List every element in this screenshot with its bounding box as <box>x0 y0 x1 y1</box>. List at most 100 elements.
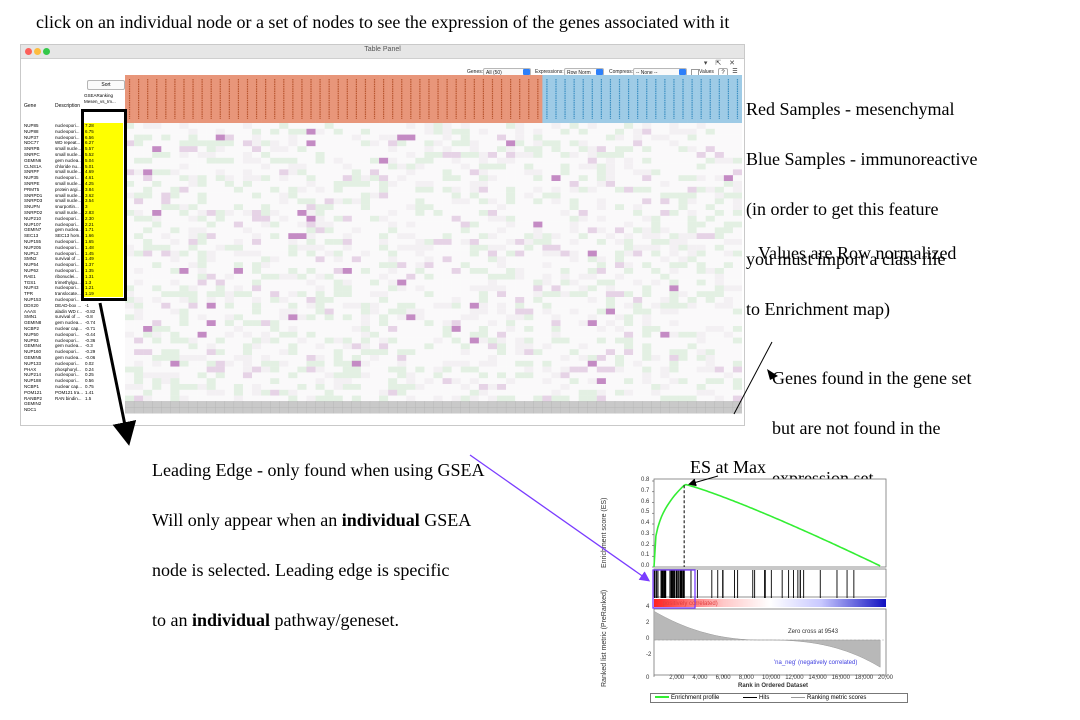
heatmap-cell[interactable] <box>170 349 180 356</box>
heatmap-cell[interactable] <box>261 215 271 222</box>
heatmap-cell[interactable] <box>533 244 543 251</box>
heatmap-cell[interactable] <box>696 239 706 245</box>
heatmap-cell[interactable] <box>587 157 598 164</box>
heatmap-cell[interactable] <box>687 204 697 211</box>
heatmap-cell[interactable] <box>161 349 171 356</box>
heatmap-cell[interactable] <box>369 291 380 298</box>
heatmap-cell[interactable] <box>533 175 543 182</box>
heatmap-cell[interactable] <box>605 331 616 338</box>
heatmap-cell[interactable] <box>687 378 697 385</box>
heatmap-cell[interactable] <box>578 320 588 327</box>
heatmap-cell[interactable] <box>614 181 625 187</box>
heatmap-cell[interactable] <box>515 343 525 350</box>
heatmap-cell[interactable] <box>143 157 153 164</box>
heatmap-cell[interactable] <box>342 140 353 147</box>
heatmap-cell[interactable] <box>460 250 470 257</box>
heatmap-cell[interactable] <box>379 204 389 211</box>
heatmap-cell[interactable] <box>614 262 625 269</box>
heatmap-cell[interactable] <box>206 192 216 199</box>
heatmap-cell[interactable] <box>188 134 198 141</box>
heatmap-cell[interactable] <box>533 297 543 303</box>
heatmap-cell[interactable] <box>651 134 661 141</box>
heatmap-cell[interactable] <box>469 355 480 361</box>
heatmap-cell[interactable] <box>533 157 543 164</box>
heatmap-cell[interactable] <box>642 395 652 402</box>
heatmap-cell[interactable] <box>633 134 643 141</box>
heatmap-cell[interactable] <box>197 360 207 367</box>
heatmap-cell[interactable] <box>469 268 480 274</box>
heatmap-cell[interactable] <box>206 134 216 141</box>
heatmap-cell[interactable] <box>587 163 598 170</box>
heatmap-cell[interactable] <box>524 233 534 240</box>
heatmap-cell[interactable] <box>642 268 652 274</box>
heatmap-cell[interactable] <box>134 326 144 332</box>
heatmap-cell[interactable] <box>596 215 607 222</box>
heatmap-cell[interactable] <box>261 384 271 390</box>
heatmap-cell[interactable] <box>170 134 180 141</box>
heatmap-cell[interactable] <box>587 123 598 129</box>
sample-column-header[interactable] <box>551 75 561 123</box>
heatmap-cell[interactable] <box>633 157 643 164</box>
table-row[interactable]: GEMIN8 gem nuclea... -0.74 <box>21 320 125 326</box>
heatmap-cell[interactable] <box>506 221 516 228</box>
heatmap-cell[interactable] <box>288 262 298 269</box>
heatmap-cell[interactable] <box>324 163 334 170</box>
heatmap-cell[interactable] <box>170 372 180 379</box>
heatmap-cell[interactable] <box>342 389 353 396</box>
heatmap-cell[interactable] <box>324 326 334 332</box>
heatmap-cell[interactable] <box>324 157 334 164</box>
heatmap-cell[interactable] <box>542 215 552 222</box>
heatmap-cell[interactable] <box>197 157 207 164</box>
heatmap-cell[interactable] <box>134 331 144 338</box>
heatmap-cell[interactable] <box>614 169 625 176</box>
heatmap-cell[interactable] <box>424 320 434 327</box>
heatmap-cell[interactable] <box>242 366 253 373</box>
heatmap-cell[interactable] <box>424 175 434 182</box>
heatmap-cell[interactable] <box>497 262 507 269</box>
heatmap-cell[interactable] <box>497 140 507 147</box>
heatmap-cell[interactable] <box>560 244 570 251</box>
heatmap-cell[interactable] <box>206 389 216 396</box>
heatmap-cell[interactable] <box>297 343 307 350</box>
heatmap-cell[interactable] <box>351 169 362 176</box>
heatmap-cell[interactable] <box>415 366 425 373</box>
heatmap-cell[interactable] <box>469 279 480 286</box>
heatmap-cell[interactable] <box>342 250 353 257</box>
heatmap-cell[interactable] <box>587 181 598 187</box>
heatmap-cell[interactable] <box>351 343 362 350</box>
heatmap-cell[interactable] <box>279 331 289 338</box>
heatmap-cell[interactable] <box>215 152 226 158</box>
heatmap-cell[interactable] <box>261 326 271 332</box>
heatmap-cell[interactable] <box>261 244 271 251</box>
heatmap-cell[interactable] <box>279 157 289 164</box>
heatmap-cell[interactable] <box>369 163 380 170</box>
heatmap-cell[interactable] <box>524 326 534 332</box>
heatmap-cell[interactable] <box>614 244 625 251</box>
heatmap-cell[interactable] <box>397 279 407 286</box>
heatmap-cell[interactable] <box>442 384 452 390</box>
heatmap-cell[interactable] <box>442 349 452 356</box>
heatmap-cell[interactable] <box>533 204 543 211</box>
heatmap-cell[interactable] <box>406 140 416 147</box>
heatmap-cell[interactable] <box>242 279 253 286</box>
heatmap-cell[interactable] <box>324 302 334 309</box>
heatmap-cell[interactable] <box>642 337 652 344</box>
heatmap-cell[interactable] <box>424 355 434 361</box>
heatmap-cell[interactable] <box>242 128 253 135</box>
heatmap-cell[interactable] <box>279 210 289 216</box>
heatmap-cell[interactable] <box>179 302 189 309</box>
heatmap-cell[interactable] <box>143 285 153 292</box>
heatmap-cell[interactable] <box>678 273 688 280</box>
heatmap-cell[interactable] <box>161 204 171 211</box>
heatmap-cell[interactable] <box>315 204 325 211</box>
heatmap-cell[interactable] <box>651 198 661 205</box>
missing-gene-cell[interactable] <box>732 407 742 414</box>
heatmap-cell[interactable] <box>497 175 507 182</box>
heatmap-cell[interactable] <box>524 360 534 367</box>
heatmap-cell[interactable] <box>533 134 543 141</box>
heatmap-cell[interactable] <box>506 163 516 170</box>
heatmap-cell[interactable] <box>506 198 516 205</box>
heatmap-cell[interactable] <box>605 140 616 147</box>
heatmap-cell[interactable] <box>524 175 534 182</box>
heatmap-cell[interactable] <box>152 198 162 205</box>
